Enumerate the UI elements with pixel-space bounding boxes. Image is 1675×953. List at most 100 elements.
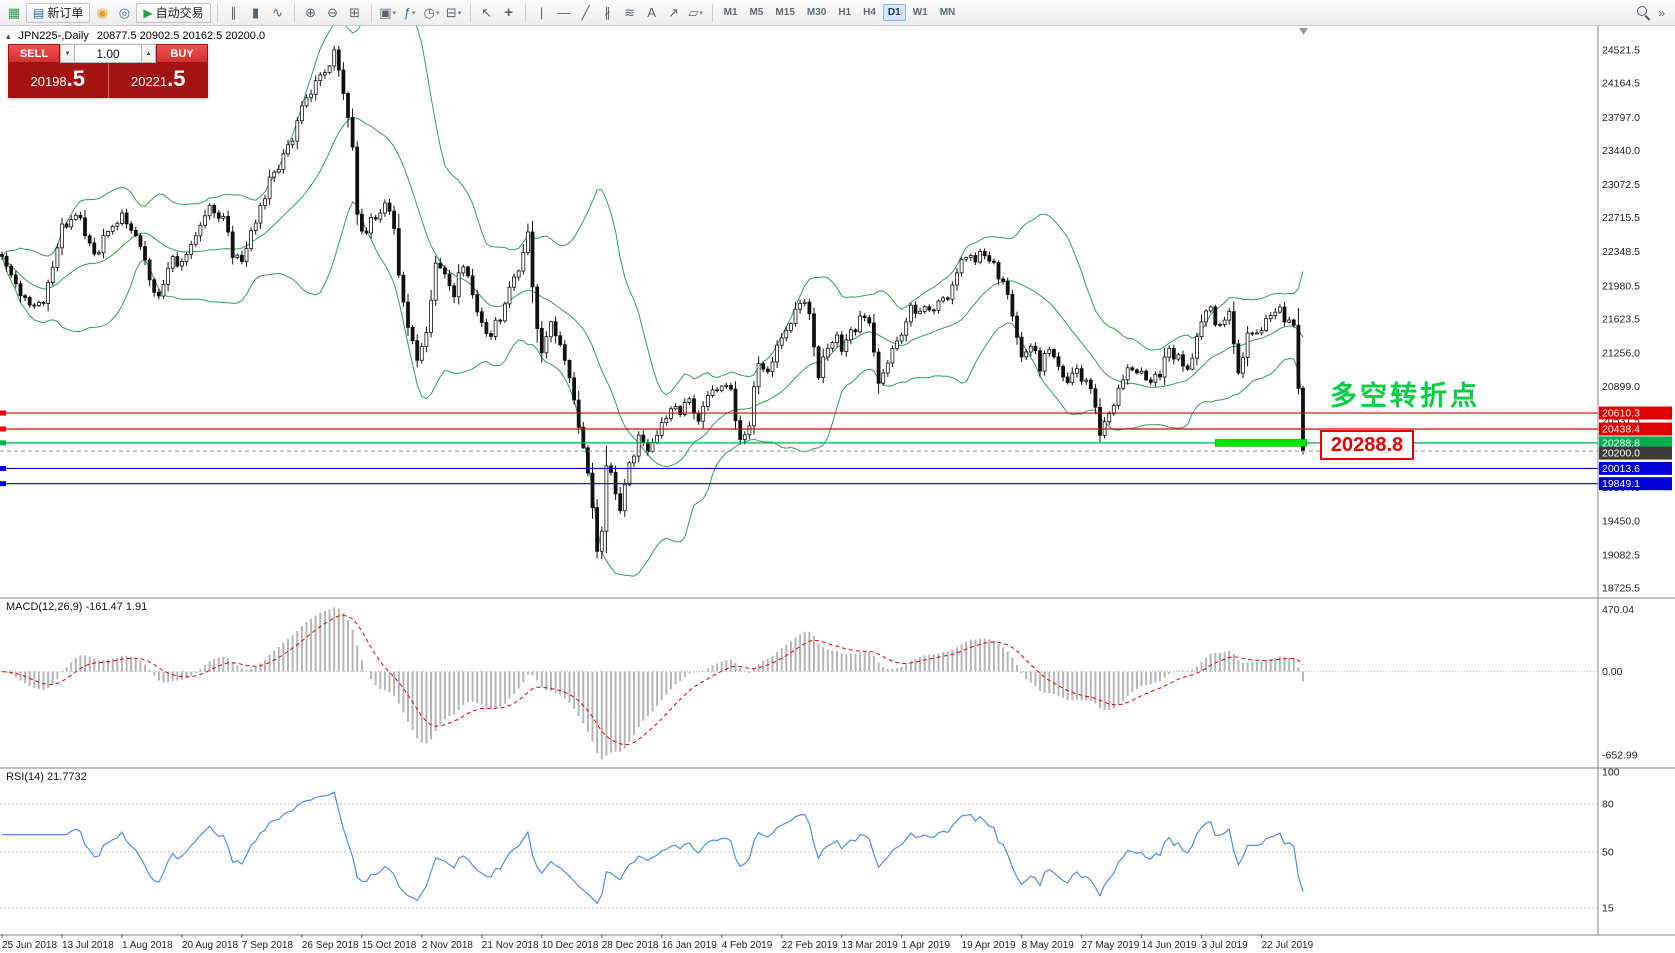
svg-text:22 Jul 2019: 22 Jul 2019	[1261, 940, 1313, 951]
price-tag-20288.8: 20288.8	[1599, 436, 1672, 450]
search-icon[interactable]	[1637, 6, 1650, 19]
clock-dropdown-icon: ▾	[436, 9, 440, 17]
timeframe-button-h4[interactable]: H4	[863, 7, 876, 18]
algo-trading-label: 自动交易	[155, 6, 204, 20]
chart-ohlc: 20877.5 20902.5 20162.5 20200.0	[96, 30, 266, 42]
templates-glyph: ⊟	[445, 4, 457, 20]
crosshair-icon[interactable]: +	[504, 4, 513, 21]
chart-canvas[interactable]: 24521.5 24164.5 23797.0 23440.0 23072.5 22715…	[0, 26, 1675, 953]
one-click-trading-panel: SELL ▼ 1.00 ▲ BUY 20198 .5 20221 .5	[8, 44, 208, 98]
channel-tool-icon[interactable]: ∦	[604, 4, 611, 20]
svg-text:470.04: 470.04	[1602, 604, 1634, 616]
arrow-tool-icon[interactable]: ↗	[668, 4, 680, 20]
community-icon[interactable]: ◎	[118, 4, 131, 20]
buy-price[interactable]: 20221 .5	[107, 63, 209, 98]
highlight-segment[interactable]	[1215, 439, 1308, 447]
templates-dropdown-icon: ▾	[457, 9, 462, 17]
line-left-marker	[0, 426, 6, 432]
svg-text:19 Apr 2019: 19 Apr 2019	[962, 940, 1016, 951]
timeframe-button-m1[interactable]: M1	[723, 7, 738, 18]
chart-symbol-period: JPN225-,Daily	[18, 30, 89, 42]
price-axis[interactable]: 24521.5 24164.5 23797.0 23440.0 23072.5 22715…	[1597, 26, 1672, 935]
sell-price-main: 20198	[30, 74, 67, 89]
timeframe-button-m15[interactable]: M15	[775, 7, 795, 18]
timeframe-button-w1[interactable]: W1	[912, 7, 928, 18]
svg-text:16 Jan 2019: 16 Jan 2019	[662, 940, 717, 951]
svg-text:21 Nov 2018: 21 Nov 2018	[482, 940, 539, 951]
price-tag-20013.6: 20013.6	[1599, 461, 1672, 475]
buy-price-frac: .5	[167, 66, 186, 91]
svg-text:8 May 2019: 8 May 2019	[1022, 940, 1075, 951]
bollinger-lower-band	[1, 200, 1304, 577]
vertical-line-tool-icon[interactable]: |	[539, 5, 544, 20]
collapse-arrow-icon[interactable]: ▴	[6, 30, 11, 41]
svg-text:20899.0: 20899.0	[1602, 381, 1640, 393]
timeframe-button-m5[interactable]: M5	[749, 7, 764, 18]
svg-text:1 Aug 2018: 1 Aug 2018	[122, 940, 173, 951]
svg-text:0.00: 0.00	[1602, 666, 1623, 678]
chart-area: 24521.5 24164.5 23797.0 23440.0 23072.5 22715…	[0, 26, 1675, 953]
sell-price-frac: .5	[66, 66, 85, 91]
rsi-pane[interactable]	[0, 791, 1598, 909]
macd-pane[interactable]	[0, 607, 1598, 760]
chart-line-icon[interactable]: ∿	[272, 4, 284, 20]
svg-text:1 Apr 2019: 1 Apr 2019	[902, 940, 951, 951]
timeframes-menu-icon[interactable]: ◷ ▾	[422, 3, 442, 23]
toolbar-overflow-icon[interactable]: »	[1658, 5, 1665, 20]
date-axis[interactable]: 25 Jun 2018 13 Jul 2018 1 Aug 2018 20 Aug 2…	[1, 935, 1314, 951]
turning-point-annotation[interactable]: 多空转折点	[1330, 381, 1480, 411]
svg-text:80: 80	[1602, 799, 1614, 811]
price-tag-19849.1: 19849.1	[1599, 477, 1672, 490]
cascade-windows-icon[interactable]: ▣ ▾	[378, 3, 398, 23]
volume-increase-button[interactable]: ▲	[141, 44, 156, 63]
cascade-glyph: ▣	[379, 4, 392, 20]
timeframe-button-m30[interactable]: M30	[806, 7, 827, 18]
toolbar-separator	[370, 3, 372, 22]
profile-icon[interactable]: ◉	[96, 4, 109, 20]
chart-bars-icon[interactable]: ∥	[230, 4, 237, 20]
trendline-tool-icon[interactable]: ╱	[581, 4, 590, 20]
sell-button[interactable]: SELL	[8, 44, 60, 63]
indicators-icon[interactable]: ƒ ▾	[400, 3, 420, 23]
svg-text:20438.4: 20438.4	[1602, 424, 1640, 436]
buy-price-main: 20221	[130, 74, 168, 89]
svg-text:25 Jun 2018: 25 Jun 2018	[2, 940, 57, 951]
chart-shift-marker[interactable]	[1299, 28, 1308, 35]
new-order-button[interactable]: ▤ 新订单	[26, 2, 91, 23]
rsi-line	[2, 791, 1304, 905]
svg-text:15 Oct 2018: 15 Oct 2018	[362, 940, 417, 951]
svg-text:21256.0: 21256.0	[1602, 348, 1640, 360]
line-left-marker	[0, 465, 6, 471]
svg-text:21623.5: 21623.5	[1602, 314, 1640, 326]
horizontal-line-tool-icon[interactable]: —	[557, 5, 571, 20]
price-callout-box[interactable]: 20288.8	[1320, 430, 1414, 460]
volume-input[interactable]: 1.00	[75, 44, 141, 63]
chart-candles-icon[interactable]: ▮	[252, 4, 260, 20]
sell-price[interactable]: 20198 .5	[8, 63, 108, 98]
svg-text:22348.5: 22348.5	[1602, 246, 1640, 258]
templates-icon[interactable]: ⊟ ▾	[444, 3, 464, 23]
volume-decrease-button[interactable]: ▼	[60, 44, 75, 63]
zoom-in-icon[interactable]: ⊕	[305, 4, 317, 20]
toolbar-separator	[293, 3, 295, 22]
svg-text:20200.0: 20200.0	[1602, 448, 1640, 460]
svg-text:28 Dec 2018: 28 Dec 2018	[602, 940, 659, 951]
text-tool-icon[interactable]: A	[647, 5, 656, 20]
tile-windows-icon[interactable]: ⊞	[349, 4, 361, 20]
timeframe-button-h1[interactable]: H1	[838, 7, 852, 18]
price-tag-20438.4: 20438.4	[1599, 422, 1672, 436]
svg-text:3 Jul 2019: 3 Jul 2019	[1202, 940, 1249, 951]
new-chart-icon[interactable]: ▦	[7, 4, 21, 20]
zoom-out-icon[interactable]: ⊖	[327, 4, 339, 20]
timeframe-button-mn[interactable]: MN	[939, 7, 956, 18]
buy-button[interactable]: BUY	[156, 44, 208, 63]
svg-text:20013.6: 20013.6	[1602, 463, 1640, 475]
algo-trading-button[interactable]: ▶ 自动交易	[136, 2, 211, 23]
fibonacci-tool-icon[interactable]: ≋	[624, 4, 636, 20]
cursor-icon[interactable]: ↖	[481, 4, 493, 20]
price-tag-20610.3: 20610.3	[1599, 406, 1672, 420]
timeframe-button-d1[interactable]: D1	[882, 4, 906, 21]
chart-title: ▴ JPN225-,Daily 20877.5 20902.5 20162.5 …	[6, 30, 265, 42]
main-price-pane[interactable]	[0, 26, 1598, 577]
shapes-tool-icon[interactable]: ▱ ▾	[686, 3, 706, 23]
